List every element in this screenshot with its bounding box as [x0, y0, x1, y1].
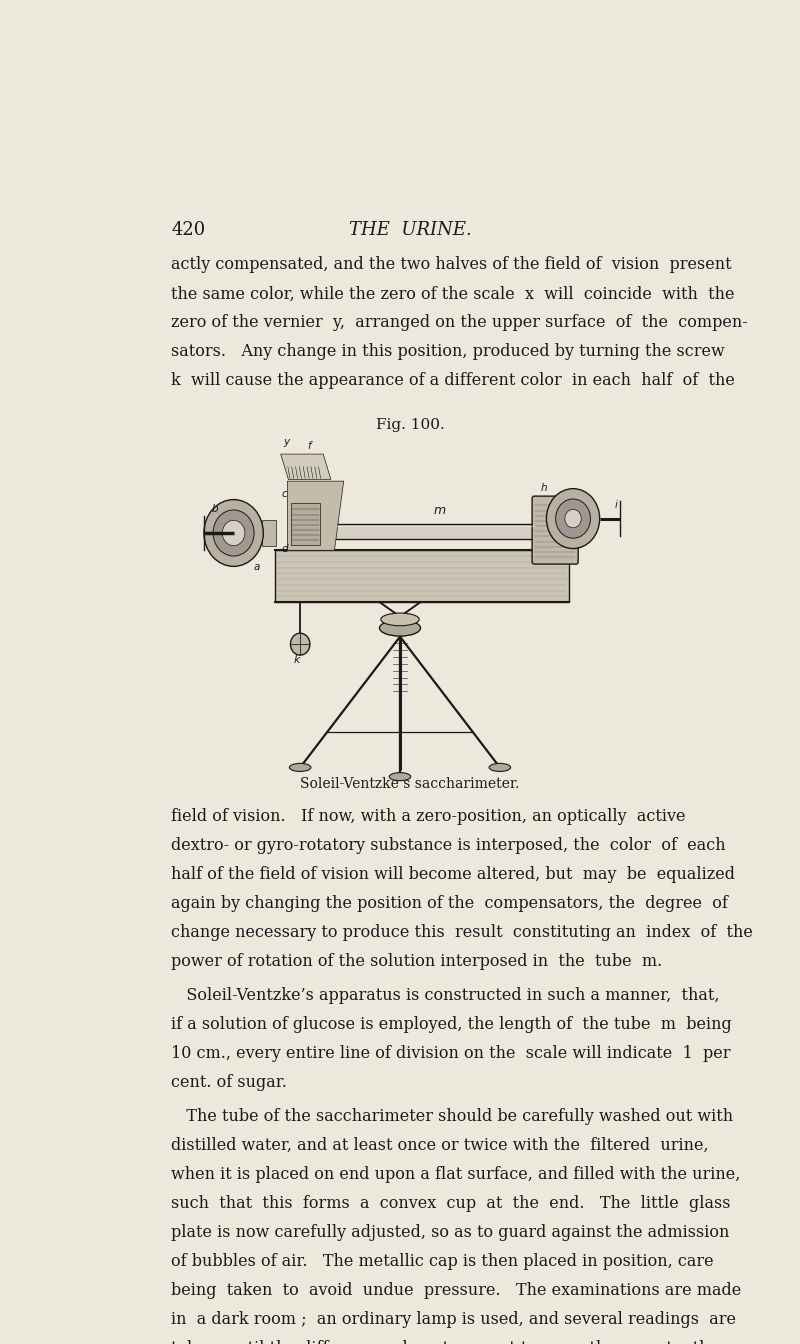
Text: Soleil-Ventzke’s saccharimeter.: Soleil-Ventzke’s saccharimeter.	[300, 777, 520, 792]
Circle shape	[556, 499, 590, 538]
Text: The tube of the saccharimeter should be carefully washed out with: The tube of the saccharimeter should be …	[171, 1109, 734, 1125]
Bar	[291, 503, 320, 544]
Text: distilled water, and at least once or twice with the  filtered  urine,: distilled water, and at least once or tw…	[171, 1137, 709, 1154]
Circle shape	[204, 500, 263, 566]
Text: b: b	[211, 504, 218, 513]
Bar	[262, 520, 276, 546]
Text: in  a dark room ;  an ordinary lamp is used, and several readings  are: in a dark room ; an ordinary lamp is use…	[171, 1310, 736, 1328]
Text: plate is now carefully adjusted, so as to guard against the admission: plate is now carefully adjusted, so as t…	[171, 1224, 730, 1241]
Text: i: i	[615, 500, 618, 511]
Bar	[334, 524, 537, 539]
Text: c: c	[282, 489, 287, 499]
Text: sators.   Any change in this position, produced by turning the screw: sators. Any change in this position, pro…	[171, 344, 725, 360]
Text: change necessary to produce this  result  constituting an  index  of  the: change necessary to produce this result …	[171, 923, 753, 941]
Text: 10 cm., every entire line of division on the  scale will indicate  1  per: 10 cm., every entire line of division on…	[171, 1046, 731, 1062]
Text: such  that  this  forms  a  convex  cup  at  the  end.   The  little  glass: such that this forms a convex cup at the…	[171, 1195, 731, 1212]
Circle shape	[546, 489, 600, 548]
Bar	[274, 550, 569, 602]
Text: cent. of sugar.: cent. of sugar.	[171, 1074, 287, 1091]
Ellipse shape	[379, 620, 421, 636]
Text: a: a	[254, 562, 260, 573]
Text: of bubbles of air.   The metallic cap is then placed in position, care: of bubbles of air. The metallic cap is t…	[171, 1253, 714, 1270]
Text: h: h	[541, 482, 547, 493]
Ellipse shape	[489, 763, 510, 771]
Text: y: y	[283, 437, 290, 446]
Text: k: k	[294, 655, 300, 664]
Text: zero of the vernier  y,  arranged on the upper surface  of  the  compen-: zero of the vernier y, arranged on the u…	[171, 314, 748, 332]
Text: dextro- or gyro-rotatory substance is interposed, the  color  of  each: dextro- or gyro-rotatory substance is in…	[171, 837, 726, 853]
Circle shape	[290, 633, 310, 655]
Text: d: d	[282, 544, 288, 554]
Text: when it is placed on end upon a flat surface, and filled with the urine,: when it is placed on end upon a flat sur…	[171, 1167, 741, 1183]
Text: again by changing the position of the  compensators, the  degree  of: again by changing the position of the co…	[171, 895, 728, 913]
Text: the same color, while the zero of the scale  x  will  coincide  with  the: the same color, while the zero of the sc…	[171, 285, 734, 302]
FancyBboxPatch shape	[532, 496, 578, 564]
Text: 420: 420	[171, 222, 206, 239]
Circle shape	[222, 520, 245, 546]
Text: power of rotation of the solution interposed in  the  tube  m.: power of rotation of the solution interp…	[171, 953, 662, 970]
Polygon shape	[281, 454, 331, 480]
Polygon shape	[287, 481, 344, 550]
Text: k  will cause the appearance of a different color  in each  half  of  the: k will cause the appearance of a differe…	[171, 372, 735, 390]
Text: field of vision.   If now, with a zero-position, an optically  active: field of vision. If now, with a zero-pos…	[171, 808, 686, 825]
Text: being  taken  to  avoid  undue  pressure.   The examinations are made: being taken to avoid undue pressure. The…	[171, 1282, 742, 1300]
Text: half of the field of vision will become altered, but  may  be  equalized: half of the field of vision will become …	[171, 866, 735, 883]
Circle shape	[213, 509, 254, 556]
Circle shape	[565, 509, 582, 528]
Text: Fig. 100.: Fig. 100.	[376, 418, 444, 431]
Text: if a solution of glucose is employed, the length of  the tube  m  being: if a solution of glucose is employed, th…	[171, 1016, 732, 1034]
Ellipse shape	[390, 773, 410, 781]
Text: Soleil-Ventzke’s apparatus is constructed in such a manner,  that,: Soleil-Ventzke’s apparatus is constructe…	[171, 986, 720, 1004]
Ellipse shape	[381, 613, 419, 626]
Text: THE  URINE.: THE URINE.	[349, 222, 471, 239]
Ellipse shape	[290, 763, 311, 771]
Text: m: m	[434, 504, 446, 517]
Text: taken, until the differences do not amount to more than one-tenth or: taken, until the differences do not amou…	[171, 1340, 732, 1344]
Text: f: f	[307, 441, 310, 452]
Text: actly compensated, and the two halves of the field of  vision  present: actly compensated, and the two halves of…	[171, 257, 732, 273]
